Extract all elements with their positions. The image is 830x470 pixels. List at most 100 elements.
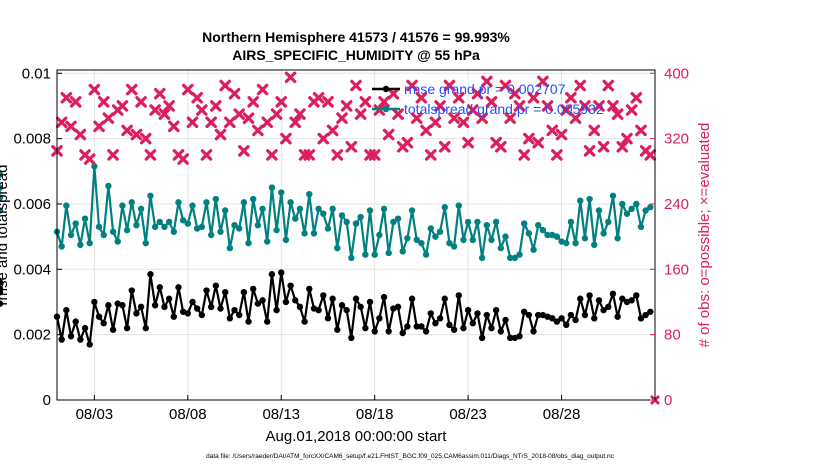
obs-count-marker [607,100,619,112]
data-point [264,238,271,245]
data-point [422,328,430,335]
data-point [376,231,383,239]
data-point [563,321,570,329]
data-point [63,306,70,314]
legend-spread-marker [382,105,390,113]
obs-count-marker [116,100,129,112]
data-point [642,207,649,214]
data-point [198,223,206,231]
data-point [427,225,434,232]
data-point [0,279,4,286]
data-point [273,226,280,234]
obs-count-marker [261,116,274,129]
obs-count-marker [247,96,260,108]
obs-count-marker [270,108,283,120]
data-point [535,311,542,319]
data-point [91,298,98,306]
data-point [432,233,439,240]
obs-count-marker [523,132,535,145]
data-point [0,194,4,201]
data-point [581,311,589,319]
data-point [520,220,528,227]
data-point [348,334,355,342]
obs-count-marker [350,79,362,92]
obs-count-marker [214,128,227,141]
data-point [647,308,654,315]
data-point [161,303,168,311]
data-point [273,306,280,314]
obs-count-marker [593,100,605,112]
obs-count-marker [537,75,549,88]
obs-count-marker [55,116,68,129]
data-point [86,341,93,348]
data-point [628,297,635,304]
data-point [432,320,439,327]
data-point [236,225,243,232]
x-tick-label: 08/28 [543,406,581,423]
right-tick-label: 80 [664,327,681,344]
obs-count-marker [462,136,474,149]
obs-count-marker [326,124,339,137]
data-point [296,205,304,213]
data-point [450,243,458,250]
obs-count-marker [153,87,166,100]
data-point [301,318,308,325]
data-point [338,212,346,219]
data-point [259,205,266,213]
data-point [156,218,163,226]
obs-count-marker [387,87,400,100]
data-point [609,192,617,199]
data-point [567,218,575,226]
obs-count-marker [481,75,493,88]
x-axis-ticks: 08/03 08/08 08/13 08/18 08/23 08/28 [76,395,581,423]
right-tick-label: 160 [664,261,689,278]
data-point [600,306,607,314]
data-point [231,221,238,229]
obs-count-marker [392,108,404,120]
data-point [250,285,257,293]
data-point [193,305,201,312]
obs-count-marker [466,104,479,116]
data-point [184,310,192,317]
data-point [334,326,341,333]
obs-count-marker [499,79,512,92]
data-point [506,334,514,342]
data-point [586,195,593,203]
data-point [605,218,612,226]
data-point [212,282,220,289]
data-point [100,231,107,239]
data-point [492,306,500,314]
data-point [221,207,229,214]
grid-lines [57,70,655,400]
obs-count-marker [434,100,446,112]
data-point [366,207,374,214]
data-point [114,238,121,245]
data-point [203,199,210,206]
data-point [637,223,645,231]
data-point [404,323,411,330]
data-point [511,254,519,262]
data-point [497,244,505,252]
obs-count-marker [163,100,175,112]
data-point [595,297,603,304]
data-point [539,226,547,234]
data-point [320,292,327,299]
obs-count-marker [182,83,194,96]
data-point [264,318,271,325]
obs-count-marker [401,136,414,149]
data-point [413,323,420,330]
obs-count-marker [625,104,638,116]
data-point [287,199,294,206]
obs-count-marker [452,91,465,104]
data-point [352,220,360,227]
data-point [362,251,369,258]
obs-count-marker [354,108,367,120]
data-point [450,326,458,333]
obs-count-marker [88,83,101,96]
data-point [549,315,556,322]
obs-count-marker [345,140,358,153]
data-point [292,297,299,304]
data-point [282,236,290,244]
data-point [245,239,252,247]
